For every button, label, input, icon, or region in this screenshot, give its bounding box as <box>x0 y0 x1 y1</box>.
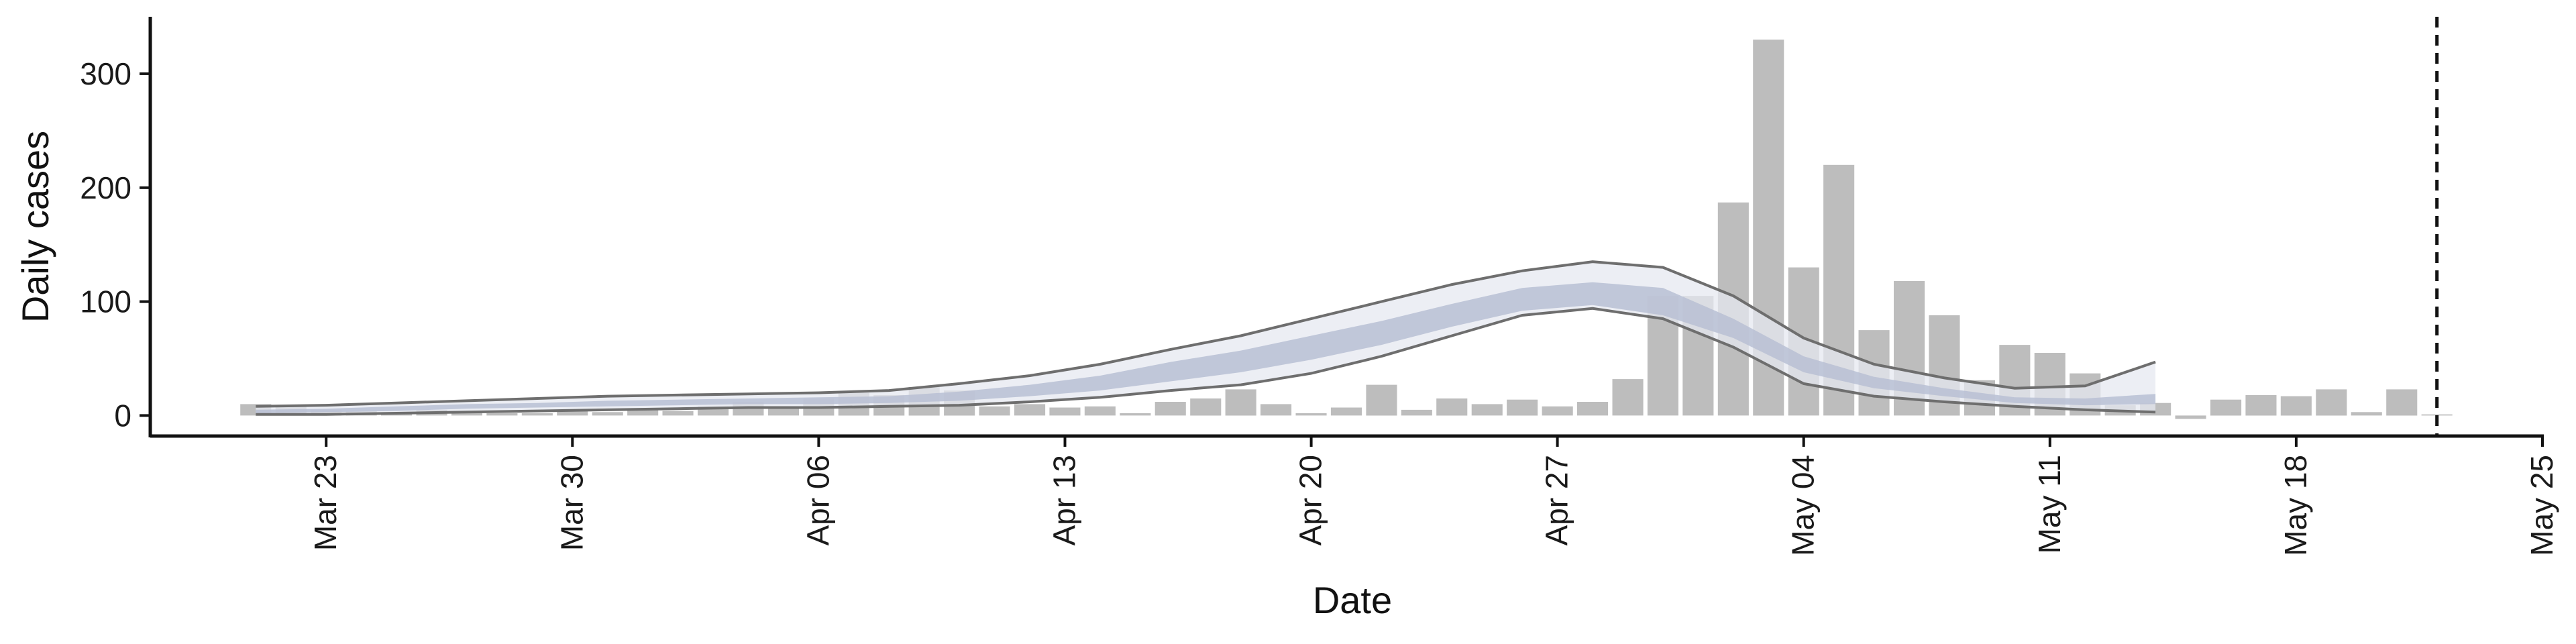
bar <box>1190 398 1222 416</box>
x-tick-label: Apr 27 <box>1540 455 1574 546</box>
bar <box>1612 379 1644 416</box>
y-tick-label: 0 <box>114 398 131 433</box>
bar <box>1366 384 1397 416</box>
bar <box>2421 414 2453 416</box>
bar <box>1225 389 1256 416</box>
y-tick-label: 300 <box>80 56 131 91</box>
x-tick-label: May 25 <box>2524 455 2559 556</box>
y-ticks: 0 100 200 300 <box>80 56 150 433</box>
bar <box>1014 404 1046 416</box>
y-tick-label: 200 <box>80 170 131 205</box>
x-tick-label: Apr 20 <box>1293 455 1328 546</box>
bar <box>521 413 553 416</box>
axes <box>148 17 2544 438</box>
x-ticks: Mar 23 Mar 30 Apr 06 Apr 13 Apr 20 Apr 27 May … <box>308 436 2559 556</box>
bar <box>2316 389 2347 416</box>
bar <box>592 412 623 416</box>
y-axis-title: Daily cases <box>14 131 56 323</box>
nowcast-band <box>256 260 2156 416</box>
x-tick-label: Apr 06 <box>800 455 835 546</box>
bar <box>662 411 694 416</box>
y-tick-label: 100 <box>80 284 131 319</box>
x-tick-label: Apr 13 <box>1047 455 1082 546</box>
bar <box>1507 399 1538 416</box>
bar <box>2210 399 2242 416</box>
inner-interval-band <box>256 282 2156 413</box>
bar <box>1049 407 1081 416</box>
x-tick-label: May 04 <box>1786 455 1821 556</box>
bar <box>767 409 799 416</box>
bar <box>1260 404 1292 416</box>
x-tick-label: May 18 <box>2278 455 2313 556</box>
bar <box>486 413 518 416</box>
bar <box>627 409 659 416</box>
bar <box>1401 409 1432 416</box>
bar <box>2351 412 2382 416</box>
bar <box>1155 402 1186 416</box>
bar <box>2280 396 2312 416</box>
bar <box>2175 415 2206 419</box>
bar <box>979 406 1010 416</box>
bar <box>2245 394 2277 416</box>
x-tick-label: Mar 30 <box>554 455 589 551</box>
bar <box>1436 398 1468 416</box>
bar <box>1295 413 1327 416</box>
x-tick-label: May 11 <box>2032 455 2067 553</box>
bar <box>1471 404 1503 416</box>
x-axis-title: Date <box>1313 579 1392 621</box>
bar <box>1542 406 1573 416</box>
bar <box>2386 389 2418 416</box>
bar <box>557 411 588 416</box>
lower-bound-line <box>256 307 2156 416</box>
x-tick-label: Mar 23 <box>308 455 343 551</box>
bar <box>1330 407 1362 416</box>
upper-bound-line <box>256 260 2156 408</box>
bar <box>1120 413 1151 416</box>
bar <box>1577 402 1609 416</box>
bar <box>1084 406 1116 416</box>
